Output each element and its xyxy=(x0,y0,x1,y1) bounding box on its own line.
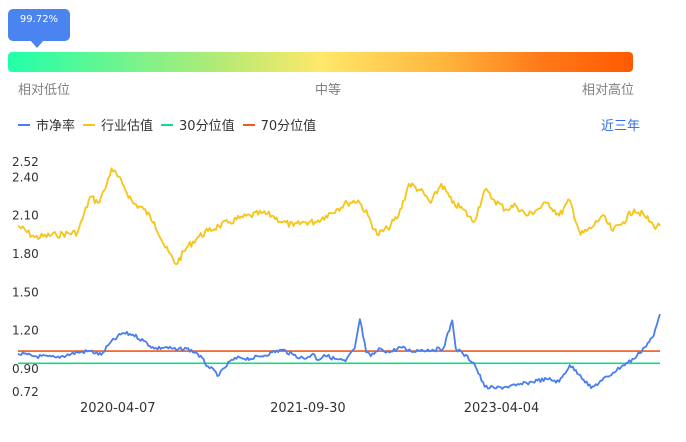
y-tick-label: 2.40 xyxy=(12,170,39,184)
chart-legend: 市净率 行业估值 30分位值 70分位值 xyxy=(18,115,324,134)
legend-item-p30[interactable]: 30分位值 xyxy=(161,115,235,134)
legend-swatch-pb xyxy=(18,123,30,126)
legend-label-industry: 行业估值 xyxy=(101,119,154,134)
legend-swatch-p30 xyxy=(161,123,174,126)
y-tick-label: 2.52 xyxy=(12,155,39,169)
percentile-value: 99.72% xyxy=(19,14,59,25)
scale-mid-label: 中等 xyxy=(315,83,342,98)
legend-label-pb: 市净率 xyxy=(36,119,76,134)
y-tick-label: 0.90 xyxy=(12,362,39,376)
series-layer xyxy=(17,167,661,390)
legend-label-p70: 70分位值 xyxy=(260,119,317,134)
series-line-pb xyxy=(17,313,661,390)
period-selector[interactable]: 近三年 xyxy=(600,119,640,134)
legend-item-industry[interactable]: 行业估值 xyxy=(83,115,153,134)
legend-item-pb[interactable]: 市净率 xyxy=(18,115,75,134)
series-line-industry xyxy=(17,167,661,266)
x-tick-label: 2021-09-30 xyxy=(270,401,346,416)
percentile-tooltip: 99.72% xyxy=(8,9,70,48)
scale-low-label: 相对低位 xyxy=(18,83,71,98)
valuation-percentile-bar xyxy=(8,52,633,72)
x-tick-label: 2023-04-04 xyxy=(464,401,540,416)
legend-label-p30: 30分位值 xyxy=(179,119,235,134)
x-tick-label: 2020-04-07 xyxy=(80,401,156,416)
y-axis: 2.522.40 2.10 1.80 1.50 1.20 0.90 0.72 xyxy=(12,155,39,399)
legend-swatch-industry xyxy=(83,123,96,126)
tooltip-pointer xyxy=(30,40,44,48)
scale-high-label: 相对高位 xyxy=(582,83,635,98)
x-axis: 2020-04-07 2021-09-30 2023-04-04 xyxy=(80,401,539,416)
legend-swatch-p70 xyxy=(242,123,255,126)
y-tick-label: 2.10 xyxy=(12,209,39,223)
y-tick-label: 1.80 xyxy=(12,247,39,261)
legend-item-p70[interactable]: 70分位值 xyxy=(242,115,317,134)
y-tick-label: 1.50 xyxy=(12,285,39,299)
y-tick-label: 1.20 xyxy=(12,324,39,338)
y-tick-label: 0.72 xyxy=(12,385,39,399)
